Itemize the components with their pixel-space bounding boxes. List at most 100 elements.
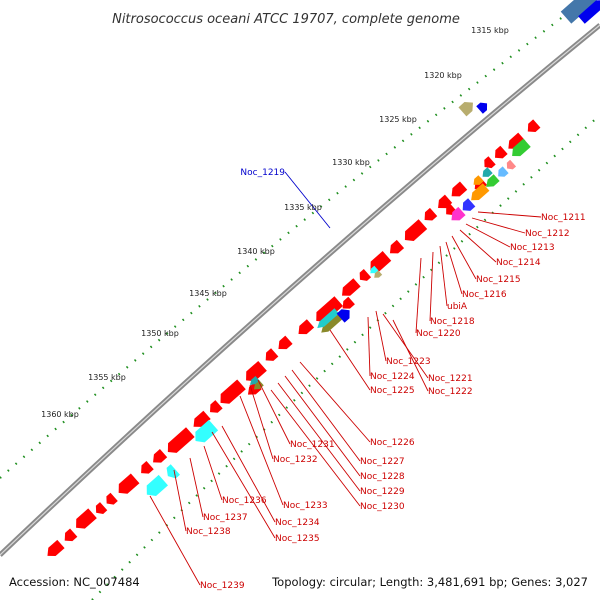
reverse-gene: [167, 427, 195, 453]
scale-label: 1335 kbp: [284, 203, 322, 212]
light-blue-feature: [498, 166, 509, 177]
gene-label-reverse: ubiA: [447, 302, 468, 312]
reverse-gene: [210, 400, 223, 413]
green-feature: [486, 174, 500, 187]
reverse-gene: [527, 119, 541, 133]
leader-line: [415, 257, 422, 334]
gene-label-reverse: Noc_1231: [290, 440, 335, 450]
olive-feature: [321, 312, 344, 333]
scale-label: 1340 kbp: [237, 247, 275, 256]
leader-line: [429, 251, 434, 322]
map-title: Nitrosococcus oceani ATCC 19707, complet…: [112, 12, 460, 27]
gene-label-reverse: Noc_1223: [386, 357, 431, 367]
scale-label: 1355 kbp: [88, 373, 126, 382]
gene-label-reverse: Noc_1232: [273, 455, 318, 465]
reverse-gene: [193, 410, 211, 427]
leader-line: [284, 375, 361, 477]
orange-feature: [471, 183, 490, 201]
leader-line: [291, 369, 361, 462]
gene-label-reverse: Noc_1225: [370, 386, 415, 396]
gene-features: [47, 0, 600, 557]
khaki-feature: [374, 270, 383, 278]
reverse-gene: [220, 379, 246, 404]
reverse-gene: [246, 360, 267, 382]
reverse-gene: [64, 528, 78, 542]
gene-label-reverse: Noc_1216: [462, 290, 507, 300]
leader-line: [439, 245, 448, 307]
gene-label-reverse: Noc_1233: [283, 501, 328, 511]
reverse-gene: [389, 239, 405, 254]
leader-line: [445, 241, 463, 295]
teal-feature: [317, 308, 340, 329]
reverse-gene: [265, 348, 279, 361]
aqua-feature: [166, 464, 180, 479]
scale-label: 1315 kbp: [471, 26, 509, 35]
reverse-gene: [278, 335, 293, 350]
leader-line: [465, 223, 511, 248]
gene-label-reverse: Noc_1224: [370, 372, 415, 382]
forward-feature-inner: [336, 309, 350, 323]
inner-dotted-track: [91, 114, 600, 600]
gene-label-reverse: Noc_1221: [428, 374, 473, 384]
reverse-gene: [342, 278, 361, 296]
gene-label-reverse: Noc_1239: [200, 581, 245, 591]
gene-label-reverse: Noc_1218: [430, 317, 475, 327]
leader-line: [239, 395, 284, 506]
leader-line: [203, 445, 223, 501]
reverse-gene: [316, 296, 344, 322]
reverse-gene: [438, 194, 453, 209]
leader-line: [211, 431, 276, 539]
gene-label-reverse: Noc_1236: [222, 496, 267, 506]
forward-gene: [476, 102, 488, 114]
gene-label-reverse: Noc_1229: [360, 487, 405, 497]
gene-label-reverse: Noc_1222: [428, 387, 473, 397]
reverse-gene: [118, 473, 140, 494]
leader-line: [270, 389, 361, 507]
scale-label: 1330 kbp: [332, 158, 370, 167]
reverse-gene: [153, 449, 168, 463]
reverse-gene: [95, 502, 108, 514]
gene-label-reverse: Noc_1234: [275, 518, 320, 528]
reverse-gene: [141, 461, 154, 474]
leader-line: [392, 319, 429, 392]
aqua-feature: [370, 265, 379, 274]
leader-line: [471, 217, 526, 234]
reverse-gene: [508, 132, 526, 149]
magenta-feature: [451, 206, 466, 221]
gene-label-reverse: Noc_1212: [525, 229, 570, 239]
reverse-gene: [495, 145, 508, 159]
label-leader-lines: [149, 171, 542, 586]
leader-line: [477, 211, 542, 218]
gene-label-reverse: Noc_1211: [541, 213, 586, 223]
leader-line: [149, 495, 201, 586]
leader-line: [375, 310, 387, 362]
scale-label: 1350 kbp: [141, 329, 179, 338]
scale-label: 1345 kbp: [189, 289, 227, 298]
reverse-gene: [370, 251, 392, 272]
leader-line: [451, 235, 477, 280]
gene-label-reverse: Noc_1226: [370, 438, 415, 448]
teal-feature: [249, 376, 260, 385]
aqua-feature: [195, 419, 219, 443]
gene-label-reverse: Noc_1235: [275, 534, 320, 544]
gene-label-reverse: Noc_1213: [510, 243, 555, 253]
reverse-gene: [298, 319, 315, 335]
leader-line: [221, 425, 276, 523]
reverse-gene: [106, 492, 118, 505]
reverse-gene: [359, 268, 372, 281]
leader-line: [249, 384, 274, 460]
leader-line: [257, 379, 291, 445]
gene-label-reverse: Noc_1214: [496, 258, 541, 268]
reverse-gene: [484, 156, 496, 169]
gene-labels: Noc_1219 Noc_1211 Noc_1212 Noc_1213 Noc_1214…: [186, 168, 586, 591]
green-feature: [512, 138, 531, 157]
gene-label-reverse: Noc_1228: [360, 472, 405, 482]
leader-line: [459, 229, 497, 263]
scale-label: 1320 kbp: [424, 71, 462, 80]
pink-feature: [506, 159, 517, 170]
reverse-gene: [424, 207, 438, 221]
reverse-gene: [76, 508, 97, 529]
backbone-line-inner: [0, 24, 600, 556]
